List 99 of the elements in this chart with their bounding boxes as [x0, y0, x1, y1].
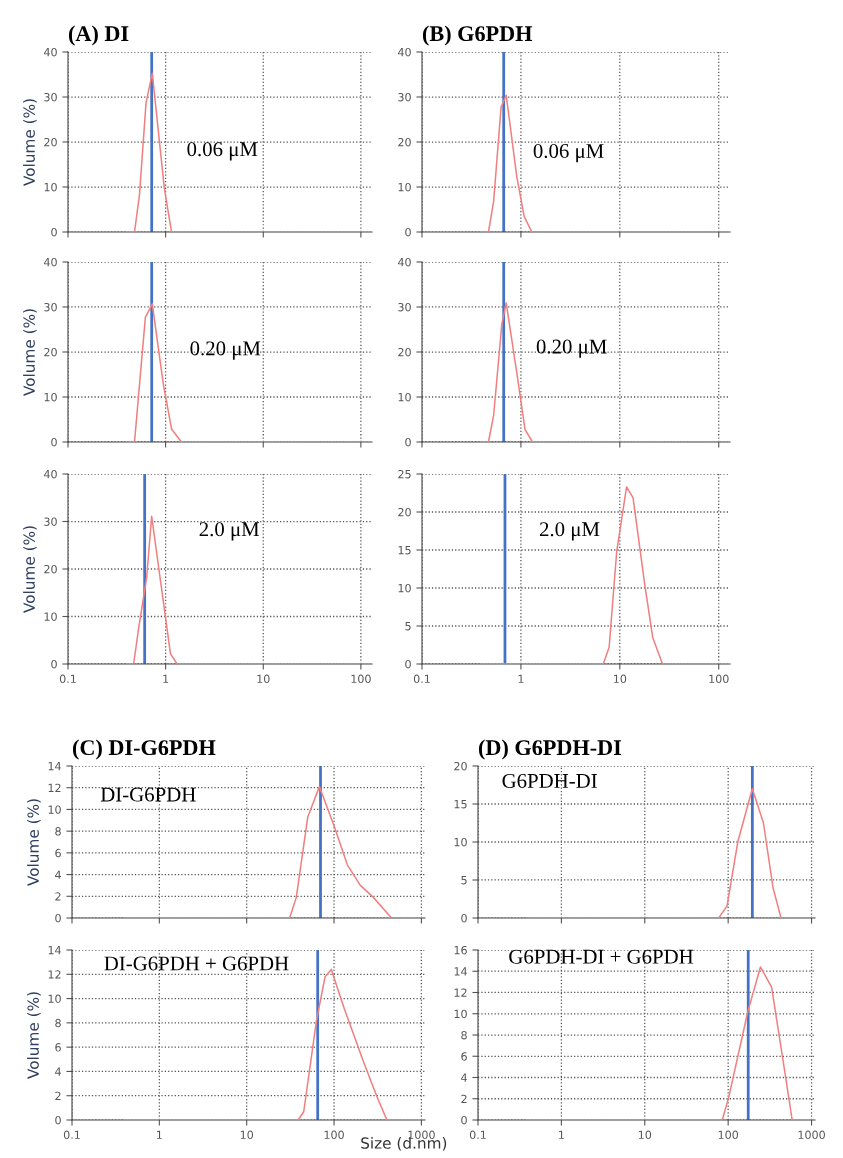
y-tick-label: 25	[398, 469, 411, 479]
x-tick-label: 1	[163, 674, 169, 683]
x-tick-label: 100	[718, 1130, 739, 1140]
y-tick-label: 12	[48, 783, 61, 792]
annotation: 0.06 μM	[187, 142, 258, 161]
y-tick-label: 14	[48, 946, 61, 955]
y-tick-label: 10	[44, 182, 57, 192]
x-tick-label: 10	[638, 1130, 652, 1140]
x-tick-label: 0.1	[413, 674, 430, 684]
y-tick-label: 0	[51, 437, 57, 447]
y-tick-label: 10	[454, 837, 467, 847]
y-tick-label: 40	[43, 47, 57, 57]
y-axis-title: Volume (%)	[23, 309, 37, 396]
x-tick-label: 100	[709, 674, 729, 684]
y-tick-label: 20	[454, 761, 467, 771]
x-tick-label: 1	[157, 1130, 162, 1139]
y-tick-label: 30	[44, 92, 57, 102]
y-tick-label: 8	[55, 827, 61, 836]
y-tick-label: 10	[44, 392, 57, 402]
y-tick-label: 20	[44, 564, 57, 574]
y-tick-label: 5	[461, 876, 467, 885]
y-tick-label: 20	[44, 137, 57, 147]
y-tick-label: 0	[55, 913, 61, 923]
x-tick-label: 1000	[798, 1130, 825, 1140]
y-tick-label: 16	[454, 945, 467, 955]
annotation: 2.0 μM	[199, 522, 260, 541]
x-tick-label: 1	[518, 674, 524, 683]
annotation: 2.0 μM	[539, 522, 600, 541]
y-tick-label: 0	[405, 437, 411, 447]
y-tick-label: 6	[55, 1043, 61, 1052]
annotation: 0.20 μM	[190, 341, 261, 360]
y-tick-label: 14	[48, 762, 61, 771]
y-tick-label: 12	[454, 988, 467, 997]
x-tick-label: 0.1	[63, 1130, 80, 1140]
y-tick-label: 8	[461, 1030, 467, 1040]
x-tick-label: 0.1	[469, 1130, 486, 1140]
y-tick-label: 10	[454, 1009, 467, 1019]
y-tick-label: 0	[405, 227, 411, 237]
y-tick-label: 20	[398, 507, 411, 517]
y-tick-label: 40	[43, 257, 57, 267]
y-tick-label: 20	[398, 137, 411, 147]
y-tick-label: 0	[461, 1115, 467, 1125]
y-tick-label: 30	[398, 302, 411, 312]
y-tick-label: 0	[461, 913, 467, 923]
y-tick-label: 6	[55, 848, 61, 858]
annotation: DI-G6PDH	[100, 787, 196, 802]
x-tick-label: 1	[559, 1130, 564, 1139]
y-tick-label: 10	[398, 583, 411, 593]
y-tick-label: 30	[44, 517, 57, 526]
y-tick-label: 12	[48, 970, 61, 979]
x-tick-label: 1000	[408, 1130, 435, 1140]
y-tick-label: 40	[43, 469, 57, 479]
y-tick-label: 5	[405, 622, 411, 631]
y-tick-label: 6	[461, 1052, 467, 1061]
annotation: G6PDH-DI + G6PDH	[509, 949, 694, 964]
y-axis-title: Volume (%)	[23, 526, 37, 613]
y-tick-label: 10	[48, 805, 61, 814]
y-tick-label: 2	[55, 1091, 61, 1100]
annotation: 0.06 μM	[533, 143, 604, 163]
chart-title: (C) DI-G6PDH	[72, 739, 216, 760]
y-axis-title: Volume (%)	[23, 99, 37, 186]
x-tick-label: 0.1	[59, 674, 76, 684]
y-tick-label: 10	[398, 182, 411, 192]
y-tick-label: 10	[48, 994, 61, 1003]
y-axis-title: Volume (%)	[27, 799, 41, 886]
y-tick-label: 4	[55, 870, 61, 879]
y-tick-label: 30	[44, 302, 57, 312]
x-axis-title: Size (d.nm)	[361, 1137, 447, 1151]
y-tick-label: 14	[454, 967, 467, 976]
x-tick-label: 100	[351, 674, 371, 684]
y-tick-label: 20	[44, 347, 57, 357]
x-tick-label: 10	[613, 674, 627, 684]
y-tick-label: 10	[398, 392, 411, 402]
y-tick-label: 15	[454, 800, 467, 809]
y-tick-label: 10	[44, 612, 57, 621]
y-tick-label: 2	[461, 1094, 467, 1103]
y-tick-label: 8	[55, 1018, 61, 1028]
chart-title: (B) G6PDH	[422, 25, 533, 46]
y-tick-label: 0	[405, 659, 411, 669]
chart-title: (A) DI	[68, 25, 129, 46]
y-tick-label: 2	[55, 892, 61, 901]
y-tick-label: 0	[55, 1115, 61, 1125]
y-tick-label: 0	[51, 227, 57, 237]
chart-title: (D) G6PDH-DI	[478, 739, 622, 760]
y-axis-title: Volume (%)	[27, 992, 41, 1079]
y-tick-label: 30	[398, 92, 411, 102]
annotation: DI-G6PDH + G6PDH	[104, 956, 289, 971]
y-tick-label: 0	[51, 659, 57, 669]
y-tick-label: 15	[398, 546, 411, 555]
y-tick-label: 40	[397, 257, 411, 267]
x-tick-label: 100	[324, 1130, 344, 1140]
x-tick-label: 10	[240, 1130, 254, 1140]
annotation: 0.20 μM	[536, 339, 607, 358]
y-tick-label: 4	[461, 1073, 467, 1082]
y-tick-label: 4	[55, 1067, 61, 1076]
annotation: G6PDH-DI	[502, 773, 597, 788]
x-tick-label: 10	[257, 674, 270, 684]
y-tick-label: 20	[398, 347, 411, 357]
y-tick-label: 40	[397, 47, 411, 57]
